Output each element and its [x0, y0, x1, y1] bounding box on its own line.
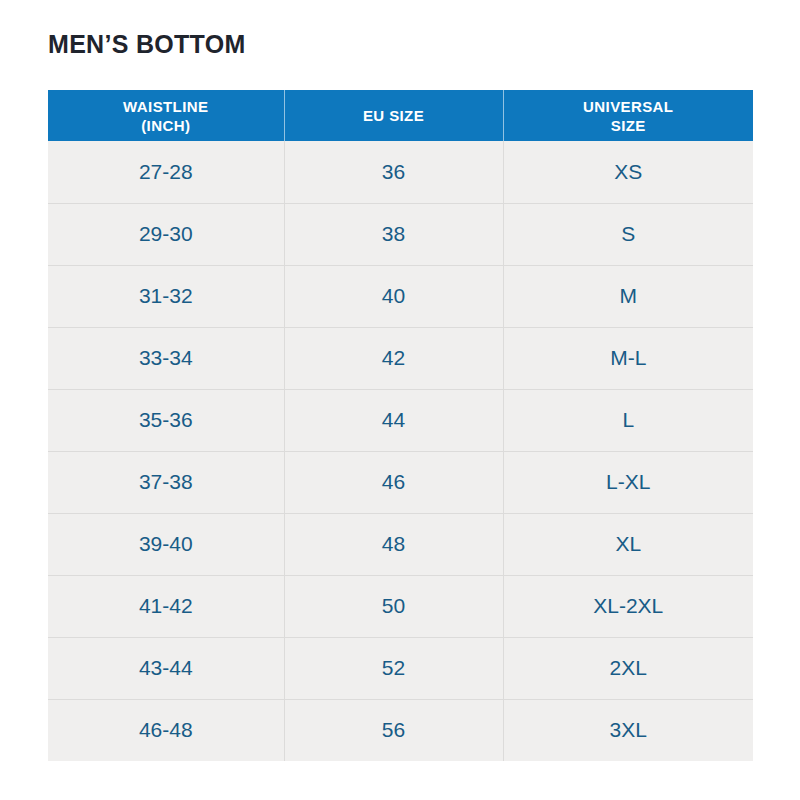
table-cell-eu: 36 [284, 141, 503, 203]
table-cell-universal: M-L [503, 327, 753, 389]
table-row: 37-3846L-XL [48, 451, 753, 513]
size-guide-screen: { "page": { "title": "MEN’S BOTTOM" }, "… [0, 0, 800, 800]
table-cell-waistline: 43-44 [48, 637, 284, 699]
table-cell-eu: 56 [284, 699, 503, 761]
table-row: 46-48563XL [48, 699, 753, 761]
table-row: 43-44522XL [48, 637, 753, 699]
table-cell-eu: 48 [284, 513, 503, 575]
size-table: WAISTLINE (INCH) EU SIZE UNIVERSAL SIZE … [48, 90, 753, 761]
table-cell-universal: XL-2XL [503, 575, 753, 637]
table-cell-universal: XS [503, 141, 753, 203]
table-cell-eu: 52 [284, 637, 503, 699]
table-cell-eu: 38 [284, 203, 503, 265]
table-cell-universal: S [503, 203, 753, 265]
table-cell-eu: 44 [284, 389, 503, 451]
table-cell-universal: 3XL [503, 699, 753, 761]
table-row: 39-4048XL [48, 513, 753, 575]
table-row: 31-3240M [48, 265, 753, 327]
table-cell-waistline: 39-40 [48, 513, 284, 575]
table-cell-eu: 46 [284, 451, 503, 513]
table-cell-waistline: 33-34 [48, 327, 284, 389]
table-row: 35-3644L [48, 389, 753, 451]
table-cell-waistline: 41-42 [48, 575, 284, 637]
size-table-body: 27-2836XS29-3038S31-3240M33-3442M-L35-36… [48, 141, 753, 761]
table-cell-universal: M [503, 265, 753, 327]
table-cell-eu: 40 [284, 265, 503, 327]
table-cell-waistline: 27-28 [48, 141, 284, 203]
column-header-waistline: WAISTLINE (INCH) [48, 90, 284, 141]
table-cell-eu: 50 [284, 575, 503, 637]
table-cell-eu: 42 [284, 327, 503, 389]
column-header-universal-size: UNIVERSAL SIZE [503, 90, 753, 141]
table-cell-universal: L-XL [503, 451, 753, 513]
column-header-eu-size: EU SIZE [284, 90, 503, 141]
table-cell-waistline: 29-30 [48, 203, 284, 265]
table-cell-universal: XL [503, 513, 753, 575]
table-cell-waistline: 35-36 [48, 389, 284, 451]
page-title: MEN’S BOTTOM [48, 30, 753, 59]
table-cell-waistline: 46-48 [48, 699, 284, 761]
size-table-header: WAISTLINE (INCH) EU SIZE UNIVERSAL SIZE [48, 90, 753, 141]
size-guide-page: MEN’S BOTTOM WAISTLINE (INCH) EU SIZE UN… [0, 0, 800, 761]
table-row: 33-3442M-L [48, 327, 753, 389]
table-cell-universal: L [503, 389, 753, 451]
table-row: 27-2836XS [48, 141, 753, 203]
table-cell-waistline: 37-38 [48, 451, 284, 513]
table-row: 29-3038S [48, 203, 753, 265]
table-cell-waistline: 31-32 [48, 265, 284, 327]
table-cell-universal: 2XL [503, 637, 753, 699]
table-row: 41-4250XL-2XL [48, 575, 753, 637]
header-row: WAISTLINE (INCH) EU SIZE UNIVERSAL SIZE [48, 90, 753, 141]
